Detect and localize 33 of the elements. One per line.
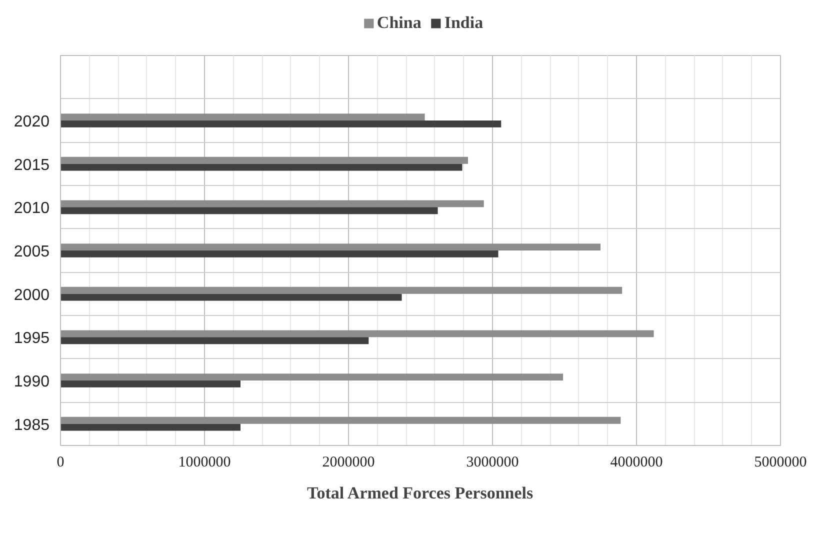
y-tick-label: 2010	[14, 200, 50, 218]
bar	[60, 416, 621, 424]
bar	[60, 200, 484, 208]
x-tick-label: 1000000	[178, 454, 231, 470]
x-tick-label: 0	[56, 454, 64, 470]
x-tick-label: 2000000	[322, 454, 375, 470]
bar	[60, 114, 425, 120]
bar	[60, 294, 402, 301]
legend-label: China	[376, 12, 422, 32]
y-tick-label: 2000	[14, 286, 50, 304]
bar	[60, 250, 498, 258]
x-tick-label: 3000000	[466, 454, 519, 470]
bar	[60, 380, 240, 388]
bar	[60, 164, 462, 171]
y-tick-label: 2015	[14, 156, 50, 174]
bar	[60, 286, 622, 294]
y-tick-label: 1995	[14, 330, 50, 348]
y-tick-label: 1985	[14, 416, 50, 434]
y-tick-label: 2005	[14, 244, 50, 260]
bar	[60, 330, 654, 338]
legend-label: India	[444, 12, 484, 32]
bar	[60, 244, 600, 250]
x-tick-label: 4000000	[610, 454, 663, 470]
bar	[60, 156, 468, 164]
x-axis-title: Total Armed Forces Personnels	[306, 484, 534, 502]
bar	[60, 207, 438, 214]
y-tick-label: 2020	[14, 114, 50, 130]
bar	[60, 337, 369, 344]
bar	[60, 424, 240, 431]
x-tick-label: 5000000	[754, 454, 807, 470]
bar	[60, 120, 502, 128]
y-tick-label: 1990	[14, 374, 50, 390]
bar	[60, 374, 564, 380]
